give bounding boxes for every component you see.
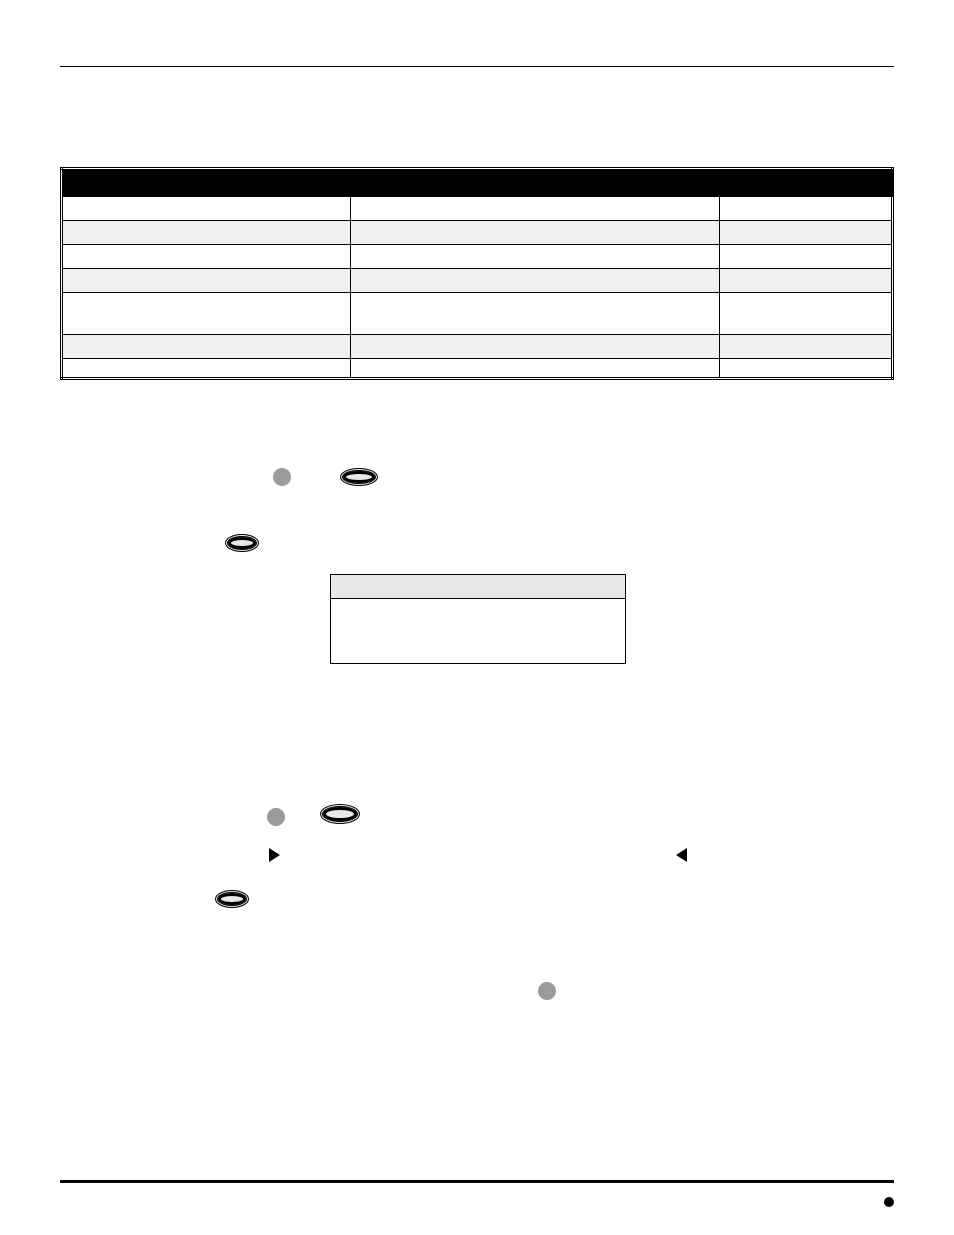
table-row [62, 197, 893, 221]
feature-table [60, 167, 894, 380]
page-number-dot [884, 1197, 894, 1207]
table-row [62, 335, 893, 359]
page [0, 0, 954, 1235]
table-header-row [62, 169, 893, 197]
spacer [60, 97, 894, 167]
table-header-cell [62, 169, 351, 197]
button-pill-icon [320, 804, 360, 824]
table-row [62, 245, 893, 269]
bullet-dot-icon [273, 468, 291, 486]
bullet-dot-icon [538, 982, 556, 1000]
table-row [62, 359, 893, 379]
table-row [62, 221, 893, 245]
table-row [62, 293, 893, 335]
bottom-rule [60, 1180, 894, 1183]
body-area [60, 380, 894, 1140]
top-rule [60, 66, 894, 67]
bullet-dot-icon [267, 808, 285, 826]
play-right-icon [269, 848, 280, 862]
table-header-cell [350, 169, 719, 197]
info-box-header [331, 575, 625, 599]
info-box [330, 574, 626, 664]
button-pill-icon [215, 890, 249, 908]
table-row [62, 269, 893, 293]
info-box-body [331, 599, 625, 663]
table-header-cell [719, 169, 892, 197]
button-pill-icon [225, 534, 259, 552]
play-left-icon [676, 848, 687, 862]
button-pill-icon [340, 468, 378, 486]
